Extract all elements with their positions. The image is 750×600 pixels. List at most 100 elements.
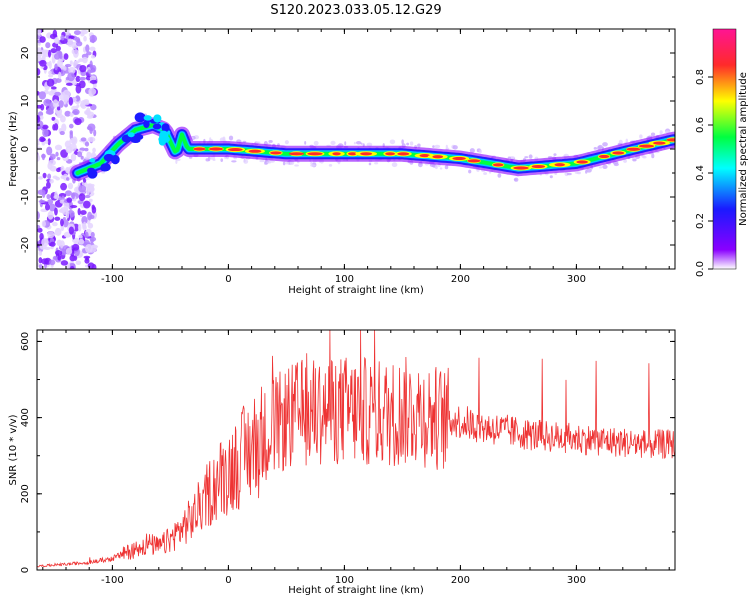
noise-speckle bbox=[88, 198, 93, 202]
ridge-peak-core bbox=[612, 151, 625, 155]
ridge-blob bbox=[133, 134, 144, 140]
halo-speckle bbox=[468, 169, 472, 174]
noise-speckle bbox=[67, 182, 74, 190]
halo-speckle bbox=[586, 168, 592, 173]
noise-speckle bbox=[54, 144, 63, 151]
noise-speckle bbox=[56, 106, 61, 111]
noise-speckle bbox=[51, 116, 56, 121]
ridge-peak-core bbox=[270, 151, 282, 155]
noise-speckle bbox=[77, 151, 83, 158]
colorbar-gradient bbox=[712, 28, 737, 270]
halo-speckle bbox=[228, 135, 234, 141]
noise-speckle bbox=[80, 155, 84, 160]
noise-speckle bbox=[57, 59, 63, 67]
snr-xlabel: Height of straight line (km) bbox=[288, 585, 424, 596]
noise-speckle bbox=[54, 207, 58, 216]
figure-title: S120.2023.033.05.12.G29 bbox=[270, 3, 441, 18]
noise-speckle bbox=[77, 208, 81, 216]
ridge-peak-core bbox=[513, 166, 529, 170]
noise-speckle bbox=[90, 55, 96, 59]
noise-speckle bbox=[82, 56, 88, 64]
noise-speckle bbox=[82, 221, 87, 229]
noise-speckle bbox=[91, 204, 95, 210]
noise-speckle bbox=[49, 178, 54, 184]
noise-speckle bbox=[81, 216, 88, 225]
ridge-peak-core bbox=[208, 147, 224, 151]
halo-speckle bbox=[389, 139, 396, 145]
snr-axes: -100 0 100 200 300 0 200 400 600 bbox=[20, 330, 675, 586]
noise-speckle bbox=[78, 234, 83, 239]
halo-speckle bbox=[188, 156, 193, 159]
ridge-peak-core bbox=[397, 152, 410, 156]
snr-xtick-label: 0 bbox=[225, 575, 231, 586]
noise-speckle bbox=[63, 201, 70, 211]
noise-speckle bbox=[37, 29, 42, 36]
ridge-peak-core bbox=[432, 155, 444, 159]
spectrogram-data bbox=[37, 29, 675, 269]
noise-speckle bbox=[54, 250, 63, 256]
ridge-blob bbox=[127, 132, 135, 138]
ridge-peak-core bbox=[492, 163, 504, 167]
spectrogram-ytick-label: 10 bbox=[20, 95, 31, 108]
noise-speckle bbox=[62, 89, 71, 99]
halo-speckle bbox=[445, 144, 448, 150]
noise-speckle bbox=[69, 123, 74, 129]
noise-speckle bbox=[39, 36, 46, 43]
noise-speckle bbox=[37, 68, 41, 76]
noise-speckle bbox=[84, 141, 90, 147]
halo-speckle bbox=[483, 172, 488, 175]
halo-speckle bbox=[566, 172, 572, 176]
noise-speckle bbox=[55, 151, 59, 157]
halo-speckle bbox=[509, 156, 516, 160]
noise-speckle bbox=[85, 231, 89, 238]
noise-speckle bbox=[49, 241, 56, 247]
noise-speckle bbox=[69, 204, 78, 209]
halo-speckle bbox=[593, 146, 598, 150]
ridge-blob bbox=[110, 154, 120, 165]
halo-speckle bbox=[659, 130, 663, 135]
noise-speckle bbox=[83, 35, 87, 42]
colorbar-tick-label: 0.0 bbox=[695, 261, 706, 277]
halo-speckle bbox=[650, 132, 656, 137]
halo-speckle bbox=[368, 162, 372, 166]
noise-speckle bbox=[47, 138, 51, 146]
noise-speckle bbox=[90, 237, 94, 244]
halo-speckle bbox=[651, 153, 655, 159]
noise-speckle bbox=[82, 177, 87, 183]
noise-speckle bbox=[68, 96, 74, 106]
noise-speckle bbox=[68, 66, 76, 75]
noise-speckle bbox=[71, 192, 75, 200]
noise-speckle bbox=[37, 211, 40, 220]
noise-speckle bbox=[74, 118, 82, 126]
noise-speckle bbox=[67, 72, 75, 82]
halo-speckle bbox=[406, 142, 410, 146]
colorbar-tick-label: 0.8 bbox=[695, 69, 706, 85]
halo-speckle bbox=[304, 140, 307, 145]
halo-speckle bbox=[602, 164, 608, 169]
noise-speckle bbox=[63, 53, 69, 60]
snr-panel: -100 0 100 200 300 0 200 400 600 Height of strai… bbox=[8, 329, 676, 596]
ridge-peak-core bbox=[467, 159, 481, 163]
snr-ytick-label: 0 bbox=[20, 567, 31, 573]
noise-speckle bbox=[38, 199, 46, 204]
noise-speckle bbox=[37, 47, 42, 51]
spectrogram-xtick-label: 300 bbox=[567, 274, 586, 285]
noise-speckle bbox=[84, 244, 93, 253]
ridge-blob bbox=[152, 123, 162, 130]
noise-speckle bbox=[66, 177, 70, 181]
halo-speckle bbox=[220, 158, 224, 162]
noise-speckle bbox=[85, 256, 89, 261]
ridge-peak-core bbox=[419, 154, 431, 158]
noise-speckle bbox=[49, 153, 56, 160]
noise-speckle bbox=[85, 44, 90, 53]
halo-speckle bbox=[353, 141, 356, 145]
ridge-blob bbox=[89, 158, 96, 163]
noise-speckle bbox=[76, 104, 80, 108]
ridge-blob bbox=[143, 115, 152, 121]
noise-speckle bbox=[79, 76, 87, 81]
noise-speckle bbox=[45, 42, 51, 49]
spectrogram-xtick-label: 100 bbox=[335, 274, 354, 285]
noise-speckle bbox=[46, 146, 53, 156]
ridge-peak-core bbox=[193, 147, 206, 151]
halo-speckle bbox=[639, 134, 643, 139]
